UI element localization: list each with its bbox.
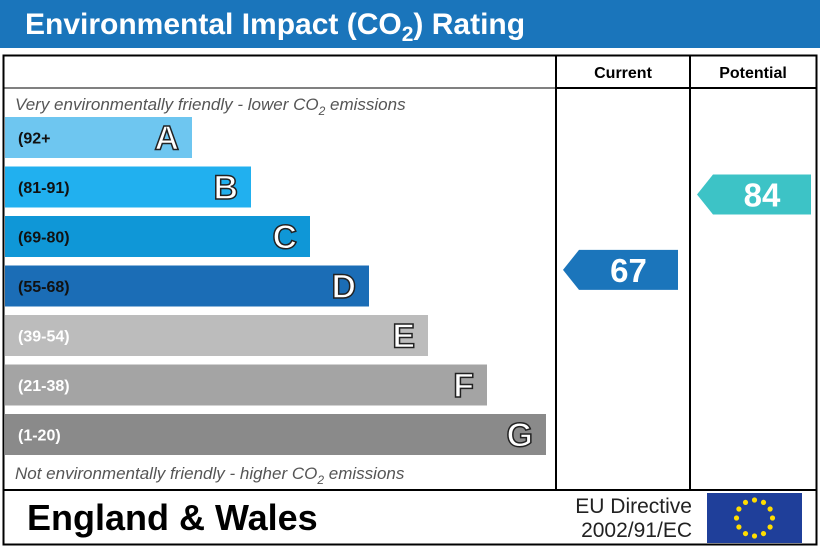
band-letter: A — [154, 120, 179, 158]
band-range: (69-80) — [18, 230, 70, 247]
star — [736, 506, 742, 512]
band-letter: G — [507, 417, 533, 455]
directive: EU Directive — [575, 495, 692, 518]
note-text: Not environmentally friendly - higher CO — [15, 464, 317, 483]
star — [742, 530, 749, 537]
band-letter: D — [331, 268, 356, 306]
star — [767, 524, 773, 530]
star — [767, 506, 773, 512]
star — [751, 497, 758, 503]
note-text: emissions — [325, 95, 406, 114]
title-sub: 2 — [402, 23, 414, 46]
band-bar — [5, 265, 369, 307]
star — [751, 533, 758, 539]
band-letter: C — [272, 219, 297, 257]
top-note: Very environmentally friendly - lower CO… — [15, 95, 406, 118]
title-bar — [0, 0, 820, 48]
band-letter: F — [453, 367, 474, 405]
band-range: (55-68) — [18, 279, 70, 296]
band-letter: E — [392, 318, 415, 356]
band-range: (81-91) — [18, 180, 70, 197]
rating-value: 84 — [744, 176, 781, 213]
eu-stars — [733, 497, 776, 539]
column-header: Current — [594, 65, 652, 82]
rating-value: 67 — [610, 252, 647, 289]
title-text: Environmental Impact (CO — [25, 8, 402, 41]
title-text: ) Rating — [413, 8, 525, 41]
star — [760, 530, 767, 537]
band-bar — [5, 166, 251, 208]
band-bar — [5, 364, 487, 406]
band-bar — [5, 216, 310, 257]
star — [736, 524, 742, 530]
band-bar — [5, 117, 192, 158]
band-range: (92+ — [18, 131, 50, 148]
star — [742, 499, 749, 506]
region: England & Wales — [27, 497, 318, 538]
star — [769, 515, 776, 521]
note-sub: 2 — [318, 104, 326, 118]
directive: 2002/91/EC — [581, 519, 692, 542]
note-text: Very environmentally friendly - lower CO — [15, 95, 319, 114]
bottom-note: Not environmentally friendly - higher CO… — [15, 464, 405, 487]
frame — [2, 54, 818, 546]
band-range: (39-54) — [18, 329, 70, 346]
band-bar — [5, 414, 546, 455]
band-bar — [5, 315, 428, 356]
star — [760, 499, 767, 506]
column-header: Potential — [719, 65, 787, 82]
rating-arrow — [697, 174, 811, 215]
note-text: emissions — [324, 464, 405, 483]
band-range: (1-20) — [18, 428, 61, 445]
note-sub: 2 — [316, 473, 324, 487]
title: Environmental Impact (CO2) Rating — [25, 8, 525, 46]
rating-arrow — [563, 249, 678, 290]
band-range: (21-38) — [18, 378, 70, 395]
star — [733, 515, 740, 521]
band-letter: B — [213, 169, 238, 207]
